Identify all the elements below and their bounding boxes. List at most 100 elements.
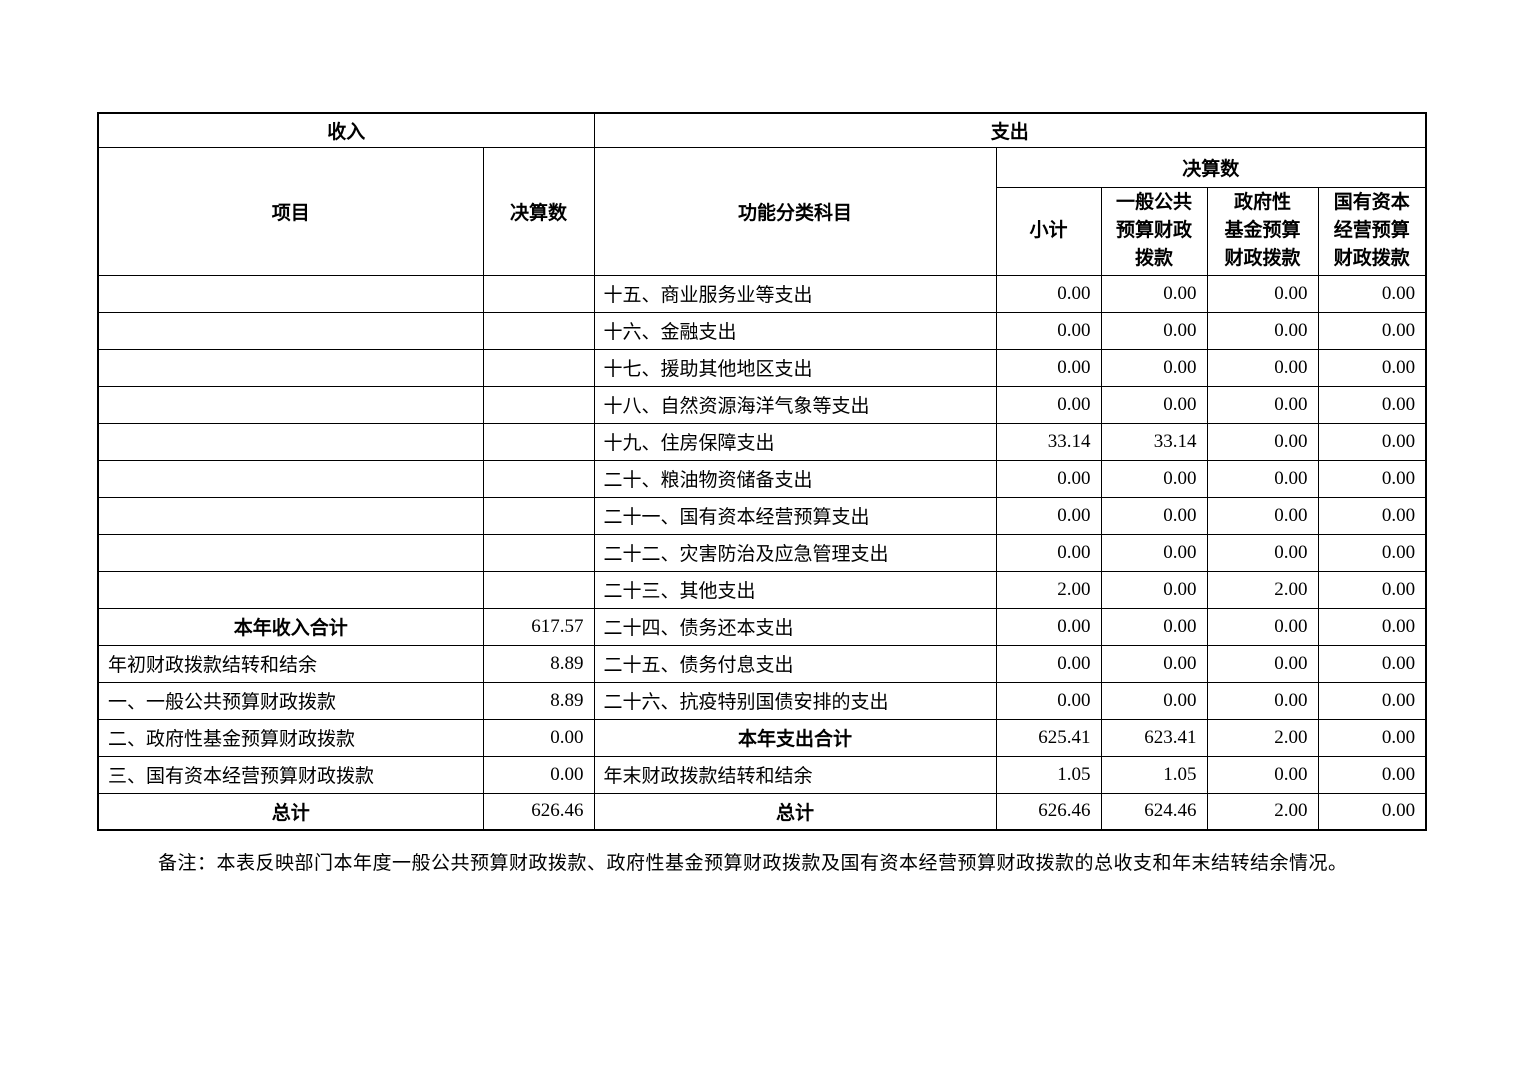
expenditure-state-capital-cell: 0.00 bbox=[1317, 311, 1427, 350]
expenditure-general-budget-cell: 0.00 bbox=[1100, 496, 1208, 535]
expenditure-state-capital-cell: 0.00 bbox=[1317, 570, 1427, 609]
expenditure-subject-cell: 二十四、债务还本支出 bbox=[593, 607, 997, 646]
table-row: 三、国有资本经营预算财政拨款 0.00 年末财政拨款结转和结余 1.05 1.0… bbox=[97, 755, 1427, 794]
income-section-header: 收入 bbox=[97, 112, 595, 148]
expenditure-subject-cell: 本年支出合计 bbox=[593, 718, 997, 757]
income-amount-cell bbox=[482, 570, 595, 609]
col-header-state-capital: 国有资本 经营预算 财政拨款 bbox=[1317, 186, 1427, 276]
income-item-cell bbox=[97, 533, 484, 572]
final-accounts-table: 收入 支出 项目 决算数 功能分类科目 决算数 小计 一般公共 预算财政 拨款 … bbox=[97, 112, 1428, 831]
table-row: 二十三、其他支出 2.00 0.00 2.00 0.00 bbox=[97, 570, 1427, 609]
expenditure-subject-cell: 二十五、债务付息支出 bbox=[593, 644, 997, 683]
expenditure-subtotal-cell: 2.00 bbox=[995, 570, 1102, 609]
income-amount-cell bbox=[482, 385, 595, 424]
table-row: 总计 626.46 总计 626.46 624.46 2.00 0.00 bbox=[97, 792, 1427, 831]
expenditure-general-budget-cell: 0.00 bbox=[1100, 274, 1208, 313]
table-row: 十七、援助其他地区支出 0.00 0.00 0.00 0.00 bbox=[97, 348, 1427, 387]
income-item-cell bbox=[97, 570, 484, 609]
expenditure-subject-cell: 十九、住房保障支出 bbox=[593, 422, 997, 461]
table-row: 十六、金融支出 0.00 0.00 0.00 0.00 bbox=[97, 311, 1427, 350]
expenditure-subtotal-cell: 0.00 bbox=[995, 348, 1102, 387]
expenditure-state-capital-cell: 0.00 bbox=[1317, 644, 1427, 683]
col-header-income-amount: 决算数 bbox=[482, 146, 595, 276]
income-item-cell: 年初财政拨款结转和结余 bbox=[97, 644, 484, 683]
expenditure-subject-cell: 二十一、国有资本经营预算支出 bbox=[593, 496, 997, 535]
income-amount-cell: 8.89 bbox=[482, 644, 595, 683]
income-item-cell bbox=[97, 385, 484, 424]
expenditure-state-capital-cell: 0.00 bbox=[1317, 533, 1427, 572]
expenditure-state-capital-cell: 0.00 bbox=[1317, 792, 1427, 831]
expenditure-gov-fund-cell: 0.00 bbox=[1206, 311, 1319, 350]
expenditure-state-capital-cell: 0.00 bbox=[1317, 274, 1427, 313]
expenditure-gov-fund-cell: 0.00 bbox=[1206, 607, 1319, 646]
income-amount-cell: 0.00 bbox=[482, 755, 595, 794]
expenditure-general-budget-cell: 0.00 bbox=[1100, 348, 1208, 387]
income-item-cell bbox=[97, 422, 484, 461]
income-amount-cell bbox=[482, 348, 595, 387]
col-header-gov-fund: 政府性 基金预算 财政拨款 bbox=[1206, 186, 1319, 276]
expenditure-gov-fund-cell: 2.00 bbox=[1206, 792, 1319, 831]
col-header-subject: 功能分类科目 bbox=[593, 146, 997, 276]
expenditure-subject-cell: 二十、粮油物资储备支出 bbox=[593, 459, 997, 498]
income-item-cell: 总计 bbox=[97, 792, 484, 831]
expenditure-state-capital-cell: 0.00 bbox=[1317, 496, 1427, 535]
income-amount-cell: 0.00 bbox=[482, 718, 595, 757]
expenditure-general-budget-cell: 623.41 bbox=[1100, 718, 1208, 757]
expenditure-state-capital-cell: 0.00 bbox=[1317, 681, 1427, 720]
expenditure-subject-cell: 二十三、其他支出 bbox=[593, 570, 997, 609]
expenditure-subtotal-cell: 33.14 bbox=[995, 422, 1102, 461]
income-item-cell bbox=[97, 496, 484, 535]
expenditure-subtotal-cell: 0.00 bbox=[995, 681, 1102, 720]
income-item-cell bbox=[97, 459, 484, 498]
expenditure-gov-fund-cell: 0.00 bbox=[1206, 496, 1319, 535]
expenditure-subject-cell: 十八、自然资源海洋气象等支出 bbox=[593, 385, 997, 424]
expenditure-general-budget-cell: 33.14 bbox=[1100, 422, 1208, 461]
income-item-cell bbox=[97, 348, 484, 387]
expenditure-subject-cell: 二十二、灾害防治及应急管理支出 bbox=[593, 533, 997, 572]
table-row: 本年收入合计 617.57 二十四、债务还本支出 0.00 0.00 0.00 … bbox=[97, 607, 1427, 646]
footnote: 备注：本表反映部门本年度一般公共预算财政拨款、政府性基金预算财政拨款及国有资本经… bbox=[158, 853, 1348, 874]
table-row: 二、政府性基金预算财政拨款 0.00 本年支出合计 625.41 623.41 … bbox=[97, 718, 1427, 757]
expenditure-state-capital-cell: 0.00 bbox=[1317, 607, 1427, 646]
expenditure-subject-cell: 二十六、抗疫特别国债安排的支出 bbox=[593, 681, 997, 720]
table-row: 一、一般公共预算财政拨款 8.89 二十六、抗疫特别国债安排的支出 0.00 0… bbox=[97, 681, 1427, 720]
expenditure-general-budget-cell: 624.46 bbox=[1100, 792, 1208, 831]
expenditure-subject-cell: 十六、金融支出 bbox=[593, 311, 997, 350]
expenditure-gov-fund-cell: 0.00 bbox=[1206, 385, 1319, 424]
expenditure-subtotal-cell: 0.00 bbox=[995, 644, 1102, 683]
expenditure-general-budget-cell: 0.00 bbox=[1100, 607, 1208, 646]
expenditure-gov-fund-cell: 0.00 bbox=[1206, 348, 1319, 387]
expenditure-subtotal-cell: 626.46 bbox=[995, 792, 1102, 831]
col-header-item: 项目 bbox=[97, 146, 484, 276]
income-amount-cell bbox=[482, 311, 595, 350]
col-header-subtotal: 小计 bbox=[995, 186, 1102, 276]
expenditure-state-capital-cell: 0.00 bbox=[1317, 755, 1427, 794]
expenditure-section-header: 支出 bbox=[593, 112, 1427, 148]
table-row: 十九、住房保障支出 33.14 33.14 0.00 0.00 bbox=[97, 422, 1427, 461]
expenditure-state-capital-cell: 0.00 bbox=[1317, 459, 1427, 498]
expenditure-general-budget-cell: 0.00 bbox=[1100, 681, 1208, 720]
expenditure-subtotal-cell: 0.00 bbox=[995, 533, 1102, 572]
income-amount-cell bbox=[482, 274, 595, 313]
income-item-cell bbox=[97, 274, 484, 313]
expenditure-gov-fund-cell: 2.00 bbox=[1206, 718, 1319, 757]
expenditure-state-capital-cell: 0.00 bbox=[1317, 422, 1427, 461]
expenditure-general-budget-cell: 0.00 bbox=[1100, 570, 1208, 609]
column-header-row-2: 小计 一般公共 预算财政 拨款 政府性 基金预算 财政拨款 国有资本 经营预算 … bbox=[98, 186, 1427, 276]
income-amount-cell bbox=[482, 496, 595, 535]
expenditure-general-budget-cell: 0.00 bbox=[1100, 644, 1208, 683]
expenditure-subtotal-cell: 0.00 bbox=[995, 385, 1102, 424]
income-item-cell bbox=[97, 311, 484, 350]
expenditure-state-capital-cell: 0.00 bbox=[1317, 718, 1427, 757]
table-row: 十八、自然资源海洋气象等支出 0.00 0.00 0.00 0.00 bbox=[97, 385, 1427, 424]
income-item-cell: 三、国有资本经营预算财政拨款 bbox=[97, 755, 484, 794]
income-item-cell: 二、政府性基金预算财政拨款 bbox=[97, 718, 484, 757]
expenditure-general-budget-cell: 0.00 bbox=[1100, 533, 1208, 572]
expenditure-state-capital-cell: 0.00 bbox=[1317, 385, 1427, 424]
expenditure-gov-fund-cell: 0.00 bbox=[1206, 533, 1319, 572]
expenditure-gov-fund-cell: 0.00 bbox=[1206, 755, 1319, 794]
expenditure-state-capital-cell: 0.00 bbox=[1317, 348, 1427, 387]
income-amount-cell: 626.46 bbox=[482, 792, 595, 831]
income-item-cell: 本年收入合计 bbox=[97, 607, 484, 646]
income-amount-cell: 8.89 bbox=[482, 681, 595, 720]
